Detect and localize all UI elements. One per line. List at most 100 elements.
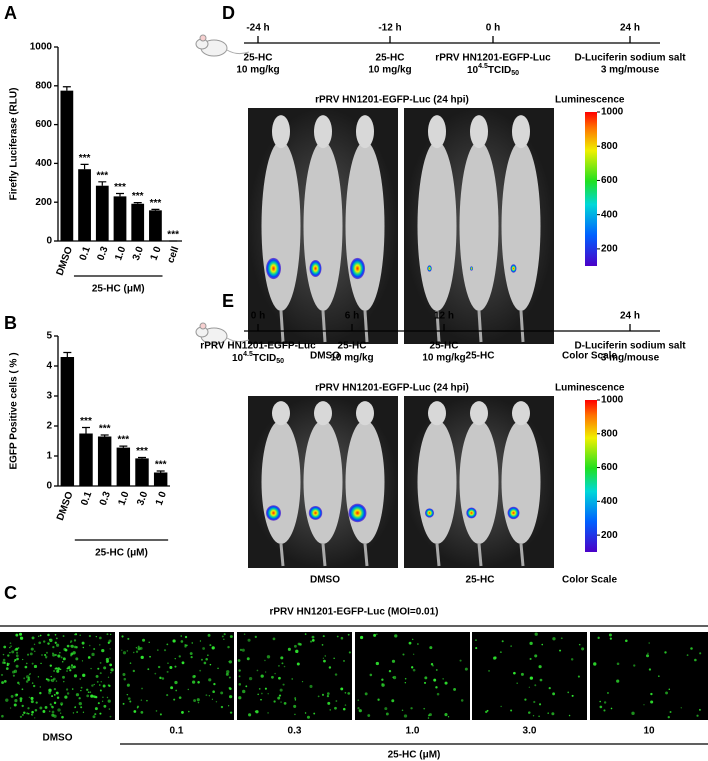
mouse-tail <box>477 310 483 343</box>
cell-dot <box>616 662 620 666</box>
mouse-head <box>512 115 530 149</box>
cell-dot <box>66 692 70 695</box>
cell-dot <box>64 695 68 699</box>
cell-dot <box>199 640 202 642</box>
cell-dot <box>30 696 34 700</box>
cell-dot <box>2 658 6 662</box>
cell-dot <box>428 713 432 717</box>
mouse-icon <box>199 34 207 42</box>
cell-dot <box>392 675 397 680</box>
cell-dot <box>560 637 563 640</box>
cell-dot <box>140 699 143 701</box>
cell-dot <box>93 695 97 699</box>
cell-dot <box>44 706 48 709</box>
significance: *** <box>114 182 126 193</box>
scale-caption: Color Scale <box>562 575 617 586</box>
cell-dot <box>78 697 81 700</box>
cell-dot <box>79 678 81 680</box>
cell-dot <box>1 681 5 684</box>
error-bar <box>98 181 107 186</box>
x-tick-label: cell <box>165 245 181 265</box>
cell-dot <box>70 645 72 647</box>
cell-dot <box>45 678 48 681</box>
cell-dot <box>60 703 63 706</box>
cell-dot <box>59 668 62 671</box>
cell-dot <box>166 643 169 646</box>
cell-dot <box>402 653 405 656</box>
cell-dot <box>81 641 85 645</box>
cell-dot <box>61 715 64 719</box>
cell-dot <box>25 662 28 665</box>
cell-dot <box>22 658 24 661</box>
micrograph <box>355 632 470 720</box>
cell-dot <box>377 698 380 701</box>
cell-dot <box>248 676 253 681</box>
cell-dot <box>48 691 52 695</box>
cell-dot <box>61 660 64 663</box>
cell-dot <box>241 648 245 652</box>
timeline-label: 10 mg/kg <box>236 65 279 76</box>
mouse-body <box>261 141 301 311</box>
cell-dot <box>287 647 291 651</box>
x-tick-label: 0.1 <box>79 490 94 507</box>
cell-dot <box>105 657 109 662</box>
cell-dot <box>41 654 43 656</box>
cell-dot <box>267 693 269 695</box>
cell-dot <box>55 680 58 682</box>
cell-dot <box>499 651 502 654</box>
cell-dot <box>127 637 130 640</box>
mouse-tail <box>519 310 525 343</box>
timeline-label: D-Luciferin sodium salt <box>574 53 686 64</box>
cell-dot <box>21 688 24 691</box>
bar <box>131 203 145 241</box>
mouse-body <box>345 420 385 544</box>
cell-dot <box>424 676 428 680</box>
cell-dot <box>568 714 571 717</box>
cell-dot <box>686 654 689 657</box>
cell-dot <box>133 651 135 654</box>
cell-dot <box>109 633 112 636</box>
cell-dot <box>99 712 102 715</box>
cell-dot <box>180 640 184 643</box>
mouse-tail <box>435 543 441 567</box>
cell-dot <box>15 633 19 637</box>
cell-dot <box>75 657 79 661</box>
cell-dot <box>65 688 69 691</box>
cell-dot <box>29 652 33 656</box>
cell-dot <box>63 680 65 683</box>
cell-dot <box>513 671 516 675</box>
cell-dot <box>411 638 414 641</box>
cell-dot <box>616 679 620 683</box>
scale-tick-label: 1000 <box>601 395 624 406</box>
image-title: rPRV HN1201-EGFP-Luc (24 hpi) <box>315 383 469 394</box>
group-label: DMSO <box>310 351 340 362</box>
cell-dot <box>494 656 497 660</box>
mouse-tail <box>435 310 441 343</box>
cell-dot <box>75 693 80 697</box>
cell-dot <box>373 633 377 637</box>
cell-dot <box>13 703 17 707</box>
cell-dot <box>48 710 51 713</box>
cell-dot <box>551 712 555 716</box>
cell-dot <box>135 650 139 653</box>
cell-dot <box>175 689 178 692</box>
panel-letter: C <box>4 583 17 603</box>
mouse-tail <box>321 543 327 567</box>
cell-dot <box>105 660 109 664</box>
cell-dot <box>376 633 378 635</box>
mouse-icon <box>226 49 250 55</box>
cell-dot <box>22 714 24 716</box>
cell-dot <box>435 686 438 689</box>
cell-dot <box>475 647 478 650</box>
scale-tick-label: 600 <box>601 462 618 473</box>
group-label: 25-HC <box>466 575 495 586</box>
lum-spot <box>350 257 365 280</box>
cell-dot <box>101 700 104 702</box>
cell-dot <box>19 699 23 703</box>
cell-dot <box>333 657 335 660</box>
cell-dot <box>17 647 20 649</box>
cell-dot <box>200 658 203 661</box>
cell-dot <box>294 713 296 716</box>
cell-dot <box>488 670 490 672</box>
cell-dot <box>326 695 330 698</box>
